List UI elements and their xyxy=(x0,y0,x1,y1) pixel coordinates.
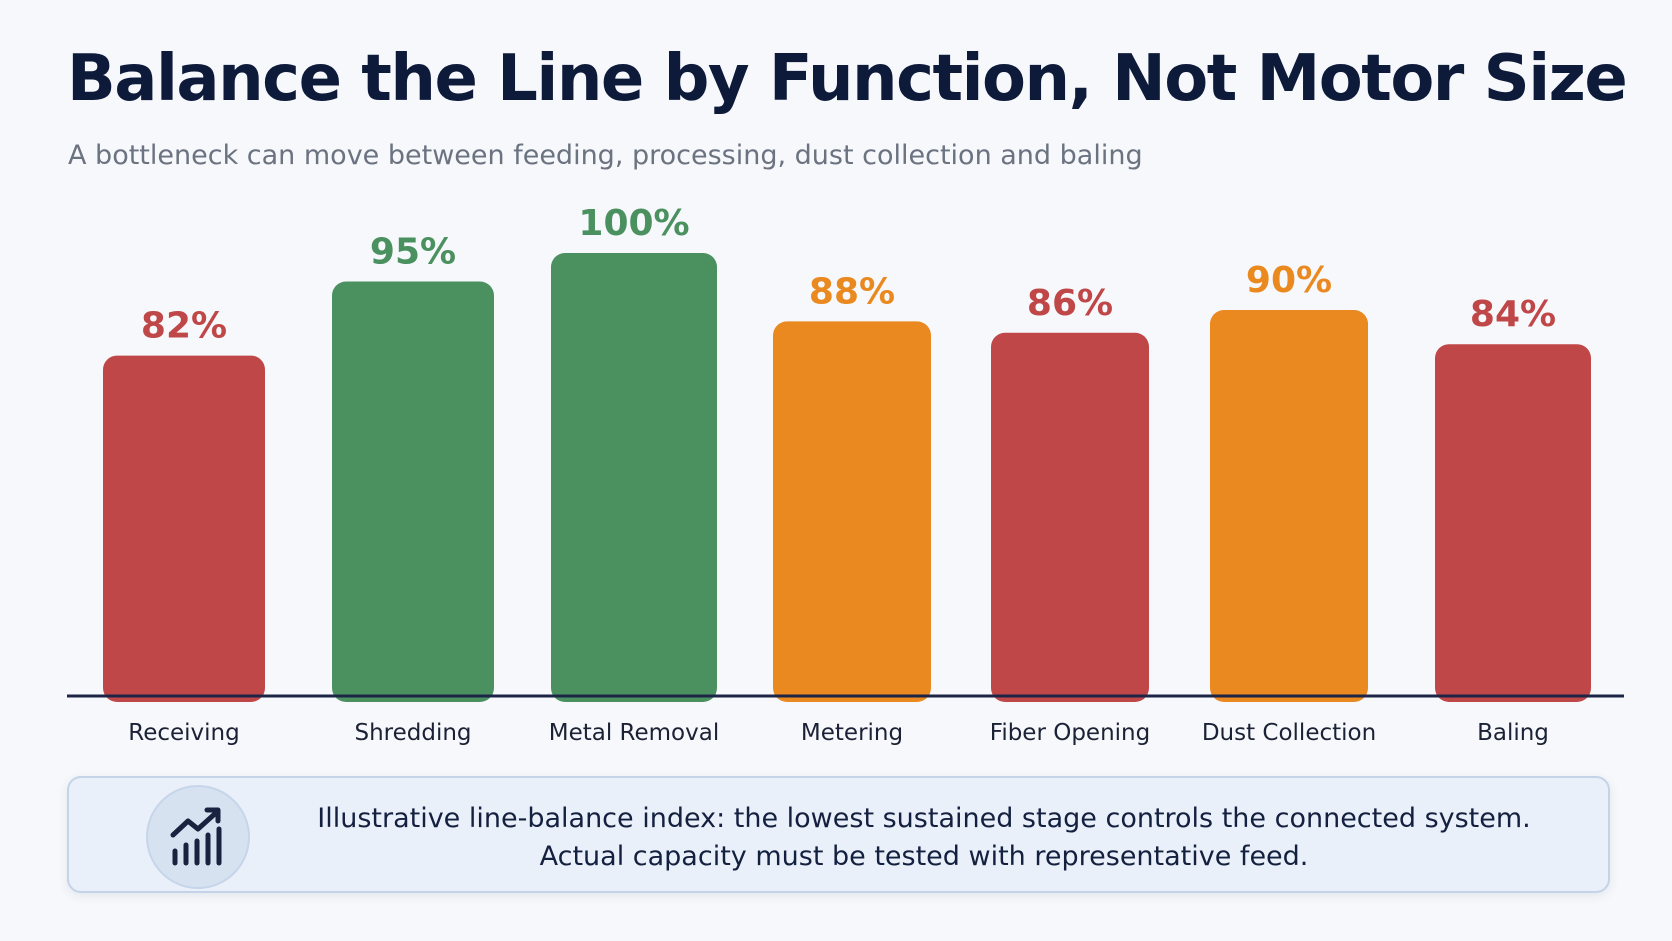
category-label: Metal Removal xyxy=(549,720,719,746)
value-label: 86% xyxy=(1027,283,1113,324)
category-label: Dust Collection xyxy=(1202,720,1376,746)
page-subtitle: A bottleneck can move between feeding, p… xyxy=(68,140,1143,171)
value-label: 100% xyxy=(578,203,689,244)
category-label: Baling xyxy=(1477,720,1549,746)
bar-baling xyxy=(1435,344,1591,702)
category-label: Fiber Opening xyxy=(990,720,1150,746)
bar-fiber-opening xyxy=(991,332,1149,702)
bar-receiving xyxy=(103,355,265,702)
value-label: 90% xyxy=(1246,260,1332,301)
bars-layer: 82% Receiving 95% Shredding 100% Metal Remova… xyxy=(103,203,1591,746)
bar-metal-removal xyxy=(551,253,717,702)
category-label: Metering xyxy=(801,720,903,746)
trend-chart-icon xyxy=(146,785,250,889)
category-label: Shredding xyxy=(354,720,471,746)
bar-shredding xyxy=(332,281,494,702)
note-text: Illustrative line-balance index: the low… xyxy=(299,800,1549,876)
bar-chart: 82% Receiving 95% Shredding 100% Metal Remova… xyxy=(67,203,1624,746)
bar-metering xyxy=(773,321,931,702)
value-label: 88% xyxy=(809,271,895,312)
page-title: Balance the Line by Function, Not Motor … xyxy=(67,42,1628,116)
value-label: 84% xyxy=(1470,294,1556,335)
value-label: 95% xyxy=(370,232,456,273)
note-line-2: Actual capacity must be tested with repr… xyxy=(539,841,1309,872)
note-line-1: Illustrative line-balance index: the low… xyxy=(317,803,1531,834)
bar-dust-collection xyxy=(1210,310,1368,702)
note-box: Illustrative line-balance index: the low… xyxy=(67,776,1610,893)
category-label: Receiving xyxy=(128,720,239,746)
value-label: 82% xyxy=(141,306,227,347)
